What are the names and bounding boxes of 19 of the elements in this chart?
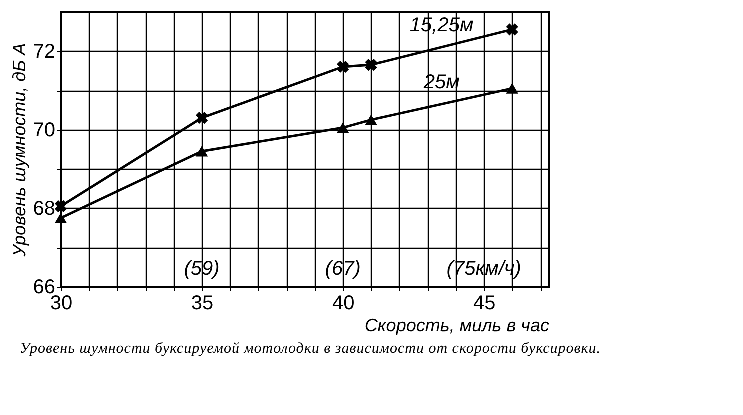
point [196,112,208,124]
point [337,60,350,74]
x-tick-label: 45 [473,292,496,314]
y-tick-label: 70 [33,119,56,142]
x-tick-label: 35 [191,292,214,314]
text: Уровень шумности буксируемой мотолодки в зависимости от скорости буксировки. [20,341,602,358]
y-axis-title: Уровень шумности, дБ А [9,43,30,258]
point [506,24,518,36]
x-axis-title: Скорость, миль в час [364,316,550,336]
y-tick-label: 68 [33,198,56,220]
x-tick-label: 30 [50,292,73,314]
point [54,200,68,213]
x-tick-label: 40 [332,292,355,314]
point [336,122,350,134]
point [365,114,378,126]
point [365,58,378,72]
point [196,146,208,157]
point [506,83,518,94]
y-tick-label: 72 [33,40,56,63]
